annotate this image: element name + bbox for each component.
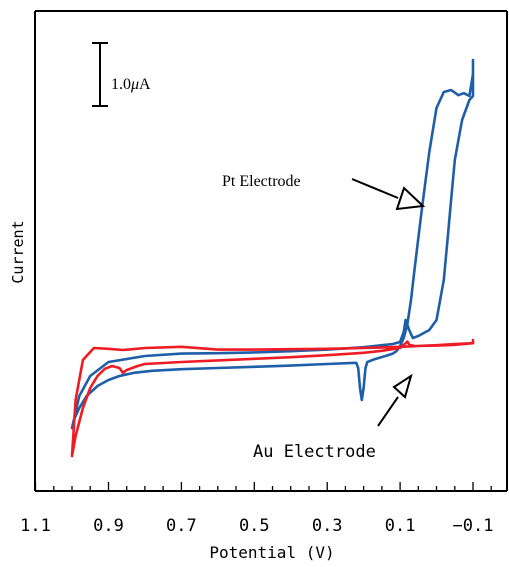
annotation-pt-electrode: Pt Electrode: [222, 173, 301, 190]
scale-bar-label: 1.0μA: [111, 76, 151, 93]
x-axis-ticks: [34, 482, 492, 491]
annotation-au-electrode: Au Electrode: [253, 442, 376, 462]
plot-frame: [34, 10, 508, 492]
x-tick-label: 0.5: [239, 516, 270, 536]
series-layer: [70, 58, 475, 458]
series-line-pt: [70, 58, 475, 430]
x-tick-label: 0.7: [166, 516, 197, 536]
arrow-au-electrode: [377, 373, 413, 427]
x-tick-label: 1.1: [20, 516, 51, 536]
arrow-au-head: [392, 373, 413, 399]
x-tick-label: −0.1: [453, 516, 494, 536]
series-line-au: [70, 338, 475, 458]
x-axis-tick-labels: 1.1 0.9 0.7 0.5 0.3 0.1 −0.1: [20, 516, 493, 536]
x-tick-label: 0.1: [385, 516, 416, 536]
arrow-pt-electrode: [351, 178, 426, 211]
y-axis-title: Current: [9, 220, 27, 283]
x-axis-title: Potential (V): [209, 543, 334, 562]
arrow-pt-head: [395, 186, 426, 211]
arrow-au-shaft: [377, 396, 399, 427]
current-scale-bar: 1.0μA: [92, 42, 151, 107]
arrow-pt-shaft: [351, 178, 399, 199]
x-tick-label: 0.9: [93, 516, 124, 536]
x-tick-label: 0.3: [312, 516, 343, 536]
